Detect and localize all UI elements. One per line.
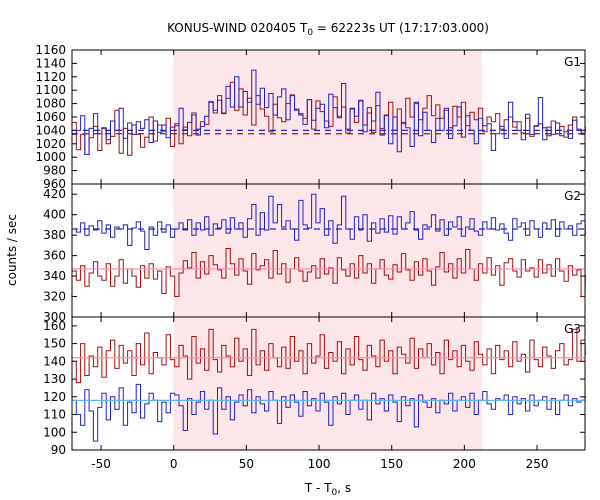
plot-panels: 9609801000102010401060108011001120114011… [35,43,586,471]
y-tick-label: 150 [43,337,66,351]
y-tick-label: 980 [43,164,66,178]
y-tick-label: 300 [43,310,66,324]
y-tick-label: 320 [43,290,66,304]
y-tick-label: 1060 [35,110,66,124]
y-tick-label: 340 [43,269,66,283]
x-tick-label: -50 [91,457,111,471]
y-tick-label: 140 [43,354,66,368]
chart-title-rest: = 62223s UT (17:17:03.000) [313,21,489,35]
y-tick-label: 160 [43,319,66,333]
y-tick-label: 1100 [35,83,66,97]
y-tick-label: 110 [43,408,66,422]
series-blue-line [72,193,586,250]
chart-title-main: KONUS-WIND 020405 T [167,21,308,35]
y-axis-label: counts / sec [5,214,19,286]
x-tick-label: 250 [526,457,549,471]
y-tick-label: 960 [43,177,66,191]
y-tick-label: 100 [43,425,66,439]
y-tick-label: 360 [43,249,66,263]
series-red-line [72,248,586,297]
y-tick-label: 1140 [35,56,66,70]
x-tick-label: 50 [239,457,254,471]
panel-g3: 90 100 110 120 130 140 150 160 G3 [43,316,586,457]
y-tick-label: 1040 [35,123,66,137]
chart-title-subscript: 0 [307,28,313,38]
panel-label-g3: G3 [564,322,581,336]
panel-frame [71,316,586,451]
y-tick-label: 420 [43,187,66,201]
y-tick-label: 1160 [35,43,66,57]
panel-label-g2: G2 [564,189,581,203]
x-tick-label: 0 [170,457,178,471]
y-tick-label: 1120 [35,70,66,84]
y-tick-label: 1000 [35,150,66,164]
panel-label-g1: G1 [564,55,581,69]
x-tick-label: 100 [308,457,331,471]
x-axis-label-subscript: 0 [332,488,338,498]
x-axis-label-rest: , s [337,481,351,495]
x-axis-label: T - T0, s [304,481,351,498]
x-axis-label-main: T - T [304,481,332,495]
x-tick-label: 200 [453,457,476,471]
chart-title: KONUS-WIND 020405 T0 = 62223s UT (17:17:… [167,21,489,38]
series-red-line [72,81,586,156]
x-tick-label: 150 [380,457,403,471]
series-blue-line [72,69,586,155]
y-tick-label: 120 [43,390,66,404]
panel-g2: 300 320 340 360 380 400 420 G2 [43,183,586,324]
y-tick-label: 1080 [35,97,66,111]
y-tick-label: 1020 [35,137,66,151]
y-tick-label: 130 [43,372,66,386]
shaded-interval [173,50,482,450]
panel-g1: 9609801000102010401060108011001120114011… [35,43,586,191]
y-tick-label: 380 [43,228,66,242]
y-tick-label: 90 [51,443,66,457]
y-tick-label: 400 [43,208,66,222]
